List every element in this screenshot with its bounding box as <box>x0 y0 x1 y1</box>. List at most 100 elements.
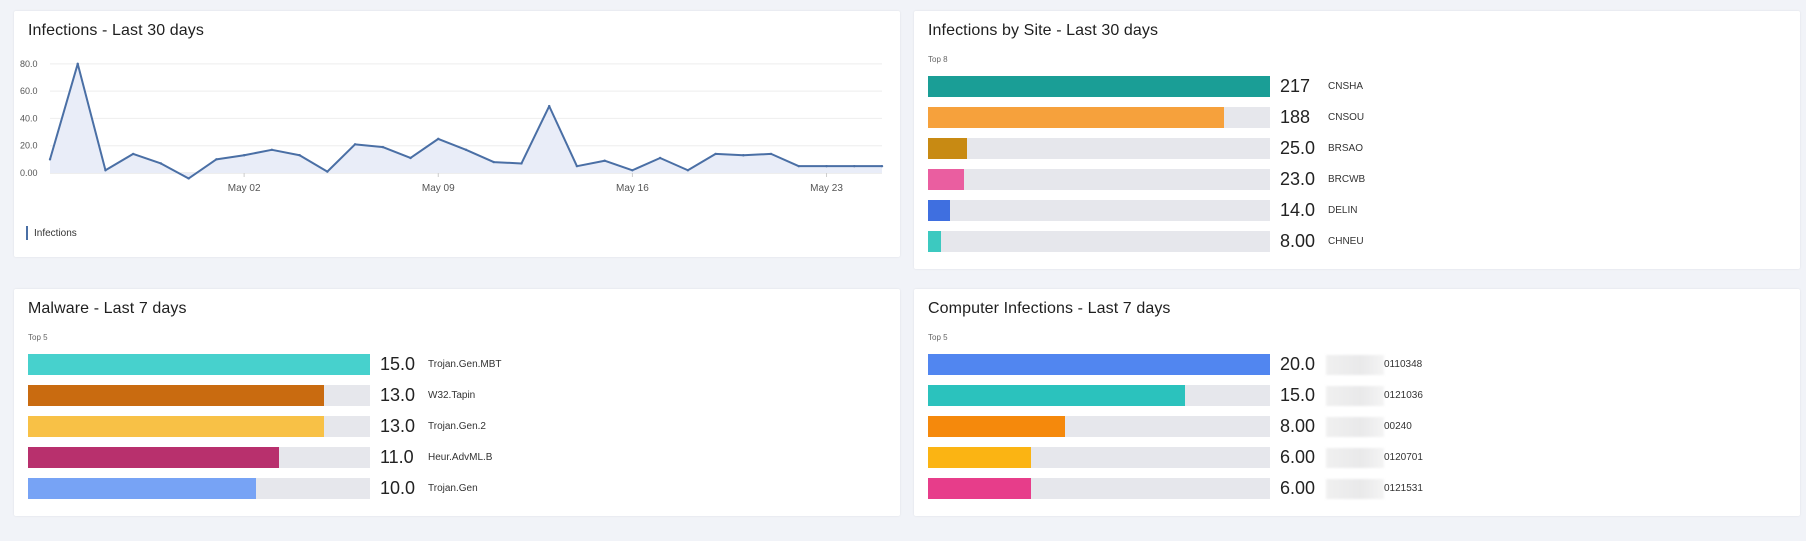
bar-row[interactable]: 217 CNSHA <box>928 76 1800 107</box>
legend-label: Infections <box>34 227 77 239</box>
x-tick-label: May 16 <box>616 183 649 194</box>
bar-row[interactable]: 15.0 0121036 <box>928 385 1800 416</box>
malware-bar-list: 15.0 Trojan.Gen.MBT 13.0 W32.Tapin 13.0 Troja… <box>28 354 900 509</box>
bar-label: CNSOU <box>1328 112 1365 123</box>
bar-value: 20.0 <box>1280 354 1316 374</box>
bar-row[interactable]: 188 CNSOU <box>928 107 1800 138</box>
bar-row[interactable]: 6.00 0120701 <box>928 447 1800 478</box>
bar-row[interactable]: 8.00 00240 <box>928 416 1800 447</box>
data-point <box>492 160 495 164</box>
bar-label: 0121531 <box>1384 483 1423 494</box>
bar-track <box>928 107 1270 128</box>
bar-label: CHNEU <box>1328 236 1364 247</box>
redacted-hostname <box>1326 355 1384 375</box>
x-tick-label: May 23 <box>810 183 843 194</box>
bar-track <box>28 478 370 499</box>
data-point <box>686 169 690 172</box>
data-point <box>797 164 800 168</box>
data-point <box>187 177 190 180</box>
bar-fill <box>928 447 1031 468</box>
bar-fill <box>928 478 1031 499</box>
y-tick-label: 0.00 <box>20 168 38 178</box>
bar-label: BRCWB <box>1328 174 1366 185</box>
data-point <box>326 170 329 173</box>
bar-label: Heur.AdvML.B <box>428 452 493 463</box>
bar-label: 0110348 <box>1384 359 1423 370</box>
infections-line-title: Infections - Last 30 days <box>28 22 204 39</box>
data-point <box>409 156 412 160</box>
bar-label: 0121036 <box>1384 390 1423 401</box>
bar-track <box>928 138 1270 159</box>
data-point <box>464 148 468 151</box>
infections-line-chart: 0.00 20.0 40.0 60.0 80.0 May 02 May 09 May 16 Ma… <box>20 59 884 194</box>
series-area <box>50 63 882 179</box>
legend-swatch <box>26 226 28 240</box>
infections-line-card: Infections - Last 30 days 0.00 20.0 40.0 60… <box>14 11 900 257</box>
data-point <box>825 164 828 168</box>
bar-track <box>28 416 370 437</box>
data-point <box>437 137 440 141</box>
bar-track <box>928 385 1270 406</box>
bar-fill <box>928 76 1270 97</box>
bar-track <box>928 200 1270 221</box>
bar-row[interactable]: 15.0 Trojan.Gen.MBT <box>28 354 900 385</box>
bar-label: CNSHA <box>1328 81 1364 92</box>
bar-track <box>928 231 1270 252</box>
bar-track <box>28 354 370 375</box>
bar-label: W32.Tapin <box>428 390 476 401</box>
data-point <box>381 145 384 149</box>
data-point <box>132 152 135 156</box>
bar-fill <box>28 416 325 437</box>
computer-infections-card: Computer Infections - Last 7 days Top 5 … <box>914 289 1800 516</box>
computer-card-subtitle: Top 5 <box>928 333 948 342</box>
data-point <box>658 156 662 160</box>
bar-value: 14.0 <box>1280 200 1316 220</box>
bar-value: 217 <box>1280 76 1311 96</box>
redacted-hostname <box>1326 417 1384 437</box>
data-point <box>298 154 301 157</box>
bar-row[interactable]: 8.00 CHNEU <box>928 231 1800 262</box>
bar-track <box>928 416 1270 437</box>
data-point <box>742 154 745 157</box>
bar-row[interactable]: 6.00 0121531 <box>928 478 1800 509</box>
bar-track <box>28 385 370 406</box>
bar-row[interactable]: 10.0 Trojan.Gen <box>28 478 900 509</box>
bar-value: 8.00 <box>1280 231 1316 251</box>
data-point <box>270 148 274 151</box>
bar-row[interactable]: 14.0 DELIN <box>928 200 1800 231</box>
bar-value: 188 <box>1280 107 1311 127</box>
malware-card-subtitle: Top 5 <box>28 333 48 342</box>
bar-row[interactable]: 13.0 Trojan.Gen.2 <box>28 416 900 447</box>
bar-fill <box>928 169 965 190</box>
bar-row[interactable]: 13.0 W32.Tapin <box>28 385 900 416</box>
bar-fill <box>928 416 1065 437</box>
site-bar-list: 217 CNSHA 188 CNSOU 25.0 BRSAO 23.0 BRCWB 14.0 DE… <box>928 76 1800 262</box>
bar-value: 13.0 <box>380 385 416 405</box>
data-point <box>520 162 523 165</box>
bar-row[interactable]: 23.0 BRCWB <box>928 169 1800 200</box>
bar-label: DELIN <box>1328 205 1358 216</box>
site-card-subtitle: Top 8 <box>928 55 948 64</box>
bar-fill <box>28 478 256 499</box>
data-point <box>853 164 856 168</box>
bar-track <box>928 169 1270 190</box>
line-legend[interactable]: Infections <box>26 226 77 240</box>
bar-fill <box>928 107 1225 128</box>
bar-row[interactable]: 11.0 Heur.AdvML.B <box>28 447 900 478</box>
x-tick-label: May 09 <box>422 183 455 194</box>
bar-fill <box>928 354 1270 375</box>
redacted-hostname <box>1326 448 1384 468</box>
redacted-hostname <box>1326 386 1384 406</box>
bar-value: 10.0 <box>380 478 416 498</box>
bar-fill <box>928 138 968 159</box>
bar-value: 8.00 <box>1280 416 1316 436</box>
data-point <box>880 164 884 168</box>
bar-label: 0120701 <box>1384 452 1423 463</box>
bar-value: 15.0 <box>380 354 416 374</box>
x-tick-label: May 02 <box>228 183 261 194</box>
malware-card-title: Malware - Last 7 days <box>28 300 187 317</box>
data-point <box>242 154 246 157</box>
bar-row[interactable]: 20.0 0110348 <box>928 354 1800 385</box>
bar-row[interactable]: 25.0 BRSAO <box>928 138 1800 169</box>
bar-track <box>928 354 1270 375</box>
